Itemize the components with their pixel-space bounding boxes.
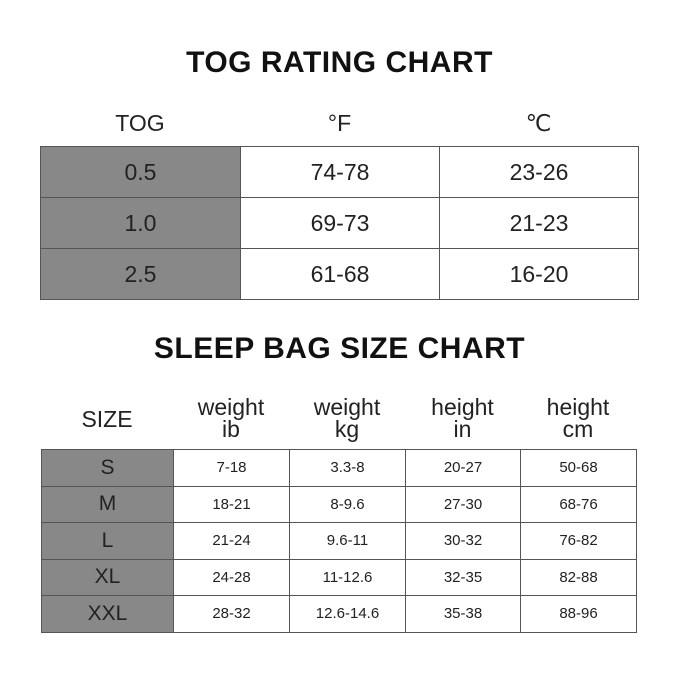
table-cell: 20-27 [405,449,521,487]
table-cell: 21-23 [439,197,639,249]
table-row: S 7-18 3.3-8 20-27 50-68 [41,449,637,487]
table-row: XL 24-28 11-12.6 32-35 82-88 [41,558,637,596]
table-cell: 21-24 [173,522,290,560]
table-cell: 12.6-14.6 [289,595,406,633]
header-line: weight [313,394,381,420]
table-cell: 69-73 [240,197,440,249]
row-label-cell: XXL [41,595,174,633]
table-cell: 76-82 [520,522,637,560]
table-cell: 27-30 [405,485,521,523]
height-in-header: height in [405,394,520,442]
height-cm-header: height cm [520,394,636,442]
row-label-cell: 0.5 [40,146,241,198]
table-cell: 50-68 [520,449,637,487]
celsius-header: ℃ [525,110,552,136]
row-label-cell: 1.0 [40,197,241,249]
table-cell: 32-35 [405,558,521,596]
size-header: SIZE [81,406,133,432]
table-cell: 61-68 [240,248,440,300]
table-cell: 82-88 [520,558,637,596]
weight-kg-header: weight kg [289,394,405,442]
table-row: 0.5 74-78 23-26 [40,146,639,198]
table-row: 1.0 69-73 21-23 [40,197,639,249]
table-cell: 23-26 [439,146,639,198]
header-unit: cm [562,416,594,442]
table-cell: 74-78 [240,146,440,198]
table-cell: 28-32 [173,595,290,633]
table-row: XXL 28-32 12.6-14.6 35-38 88-96 [41,595,637,633]
table-row: M 18-21 8-9.6 27-30 68-76 [41,485,637,523]
row-label-cell: 2.5 [40,248,241,300]
table-cell: 30-32 [405,522,521,560]
weight-ib-header: weight ib [173,394,289,442]
table-cell: 9.6-11 [289,522,406,560]
header-unit: in [453,416,472,442]
row-label-cell: XL [41,558,174,596]
table-cell: 68-76 [520,485,637,523]
row-label-cell: M [41,485,174,523]
table-cell: 18-21 [173,485,290,523]
header-unit: kg [334,416,360,442]
row-label-cell: S [41,449,174,487]
table-row: L 21-24 9.6-11 30-32 76-82 [41,522,637,560]
table-cell: 3.3-8 [289,449,406,487]
table-cell: 35-38 [405,595,521,633]
row-label-cell: L [41,522,174,560]
header-unit: ib [222,416,240,442]
header-line: weight [197,394,265,420]
table-cell: 88-96 [520,595,637,633]
tog-header: TOG [115,110,165,136]
table-row: 2.5 61-68 16-20 [40,248,639,300]
table-cell: 24-28 [173,558,290,596]
table-cell: 8-9.6 [289,485,406,523]
tog-chart-title: TOG RATING CHART [186,46,493,79]
table-cell: 11-12.6 [289,558,406,596]
table-cell: 16-20 [439,248,639,300]
fahrenheit-header: °F [327,110,352,136]
tog-rating-table: 0.5 74-78 23-26 1.0 69-73 21-23 2.5 61-68 16-20 [40,146,639,300]
size-chart-title: SLEEP BAG SIZE CHART [153,332,526,365]
table-cell: 7-18 [173,449,290,487]
size-table: S 7-18 3.3-8 20-27 50-68 M 18-21 8-9.6 27-30 68-7… [41,449,637,633]
header-line: height [546,394,610,420]
header-line: height [431,394,494,420]
